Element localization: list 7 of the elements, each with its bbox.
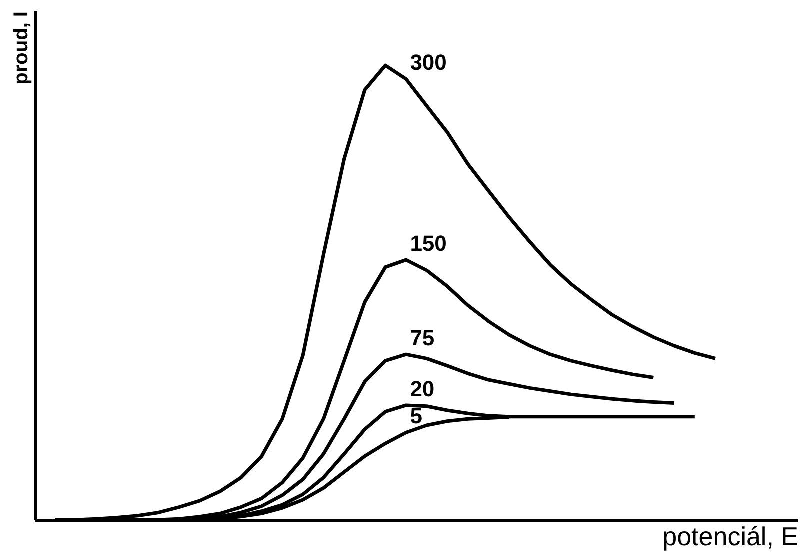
series-label: 75 xyxy=(410,326,435,351)
series-label: 300 xyxy=(410,50,447,76)
series-label: 5 xyxy=(410,404,422,429)
series-label: 20 xyxy=(410,376,435,402)
x-axis-title: potenciál, E xyxy=(662,522,798,552)
y-axis-title: proud, I xyxy=(10,12,32,85)
series-label: 150 xyxy=(410,231,447,256)
